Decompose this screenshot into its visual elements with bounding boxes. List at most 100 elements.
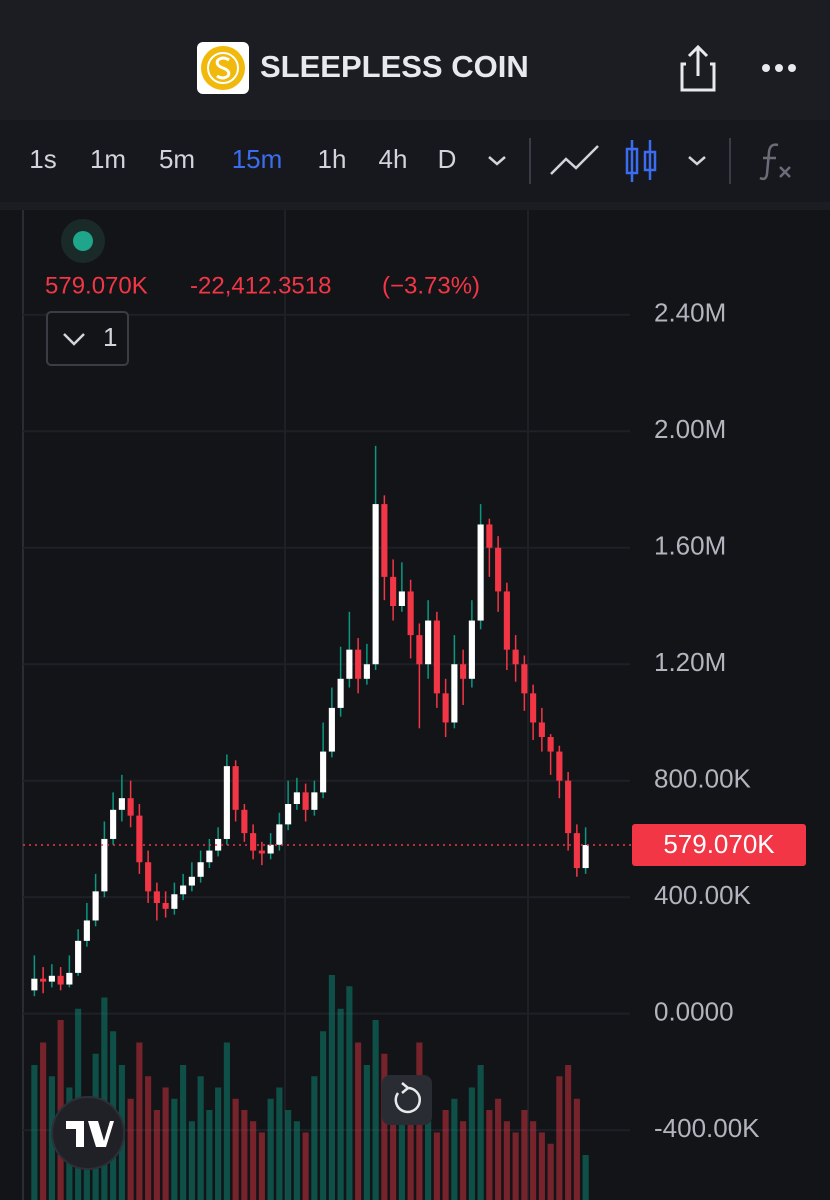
volume-bar bbox=[223, 1042, 230, 1200]
line-style-button[interactable] bbox=[550, 145, 599, 175]
legend-toggle[interactable]: 1 bbox=[46, 311, 129, 366]
candle-body bbox=[110, 809, 117, 839]
timeframe-option[interactable]: 15m bbox=[232, 144, 283, 174]
candle-body bbox=[75, 940, 82, 973]
candle-body bbox=[451, 664, 458, 723]
volume-bar bbox=[337, 1008, 344, 1200]
candle-body bbox=[573, 833, 580, 869]
candle-body bbox=[40, 978, 47, 982]
candle-body bbox=[285, 804, 292, 825]
timeframe-chevron[interactable] bbox=[488, 156, 506, 166]
volume-bar bbox=[512, 1132, 519, 1200]
volume-bar bbox=[153, 1110, 160, 1200]
candle-body bbox=[425, 620, 432, 665]
timeframe-option[interactable]: 1m bbox=[90, 144, 126, 174]
y-tick-label: 2.00M bbox=[654, 414, 726, 444]
coin-logo bbox=[197, 42, 249, 94]
candle-body bbox=[118, 798, 125, 810]
volume-bar bbox=[346, 986, 353, 1200]
volume-bar bbox=[486, 1110, 493, 1200]
volume-bar bbox=[381, 1053, 388, 1200]
candle-body bbox=[565, 780, 572, 834]
candle-body bbox=[337, 678, 344, 708]
candle-body bbox=[390, 576, 397, 606]
candle-body bbox=[486, 524, 493, 548]
indicators-button[interactable] bbox=[759, 143, 791, 181]
candle-body bbox=[188, 876, 195, 886]
volume-bar bbox=[197, 1076, 204, 1200]
volume-bar bbox=[311, 1076, 318, 1200]
candle-body bbox=[171, 894, 178, 909]
volume-bar bbox=[180, 1065, 187, 1200]
volume-bar bbox=[355, 1042, 362, 1200]
timeframe-option[interactable]: D bbox=[438, 144, 457, 174]
volume-bar bbox=[31, 1065, 38, 1200]
volume-bar bbox=[503, 1121, 510, 1200]
volume-bar bbox=[547, 1143, 554, 1200]
volume-bar bbox=[127, 1098, 134, 1200]
volume-bar bbox=[188, 1121, 195, 1200]
timeframe-option[interactable]: 4h bbox=[379, 144, 408, 174]
last-price-label: 579.070K bbox=[663, 829, 775, 859]
candle-body bbox=[83, 920, 90, 941]
timeframe-option[interactable]: 5m bbox=[159, 144, 195, 174]
candle-body bbox=[355, 649, 362, 679]
candle-body bbox=[127, 798, 134, 816]
volume-bar bbox=[320, 1031, 327, 1200]
candle-body bbox=[293, 792, 300, 804]
candle-body bbox=[521, 664, 528, 694]
status-dot bbox=[73, 231, 93, 251]
candle-body bbox=[363, 664, 370, 679]
volume-bar bbox=[433, 1132, 440, 1200]
volume-bar bbox=[101, 997, 108, 1200]
panel-gap bbox=[0, 202, 830, 210]
volume-bar bbox=[582, 1155, 589, 1200]
y-tick-label: -400.00K bbox=[654, 1113, 760, 1143]
candle-body bbox=[276, 824, 283, 845]
more-button[interactable] bbox=[762, 64, 796, 72]
candle-body bbox=[460, 664, 467, 679]
candle-body bbox=[320, 751, 327, 793]
volume-bar bbox=[556, 1076, 563, 1200]
volume-bar bbox=[530, 1121, 537, 1200]
candle-body bbox=[302, 792, 309, 810]
candle-body bbox=[495, 547, 502, 592]
volume-bar bbox=[451, 1098, 458, 1200]
volume-bar bbox=[40, 1042, 47, 1200]
candle-body bbox=[556, 751, 563, 781]
candle-body bbox=[346, 649, 353, 679]
reset-button[interactable] bbox=[382, 1075, 432, 1125]
candle-body bbox=[232, 766, 239, 810]
candle-body bbox=[442, 693, 449, 723]
candle-body bbox=[223, 766, 230, 839]
candle-body bbox=[66, 972, 73, 985]
volume-bar bbox=[565, 1065, 572, 1200]
volume-bar bbox=[232, 1098, 239, 1200]
candle-body bbox=[311, 792, 318, 810]
volume-bar bbox=[363, 1065, 370, 1200]
y-tick-label: 1.60M bbox=[654, 531, 726, 561]
candle-body bbox=[512, 649, 519, 665]
candle-body bbox=[582, 845, 589, 869]
candle-body bbox=[136, 815, 143, 863]
volume-bar bbox=[442, 1110, 449, 1200]
volume-bar bbox=[276, 1087, 283, 1200]
candle-style-button[interactable] bbox=[625, 140, 657, 182]
chart-panel bbox=[0, 202, 830, 1200]
y-tick-label: 2.40M bbox=[654, 298, 726, 328]
volume-bar bbox=[390, 1087, 397, 1200]
volume-bar bbox=[162, 1087, 169, 1200]
toolbar bbox=[0, 120, 830, 202]
candle-body bbox=[328, 707, 335, 752]
volume-bar bbox=[425, 1121, 432, 1200]
tradingview-logo[interactable] bbox=[51, 1096, 125, 1170]
timeframe-option[interactable]: 1s bbox=[29, 144, 56, 174]
share-button[interactable] bbox=[680, 44, 716, 92]
volume-bar bbox=[302, 1132, 309, 1200]
candle-body bbox=[250, 833, 257, 851]
volume-bar bbox=[521, 1110, 528, 1200]
style-chevron[interactable] bbox=[688, 156, 706, 166]
candle-body bbox=[215, 838, 222, 851]
timeframe-option[interactable]: 1h bbox=[318, 144, 347, 174]
volume-bar bbox=[136, 1042, 143, 1200]
